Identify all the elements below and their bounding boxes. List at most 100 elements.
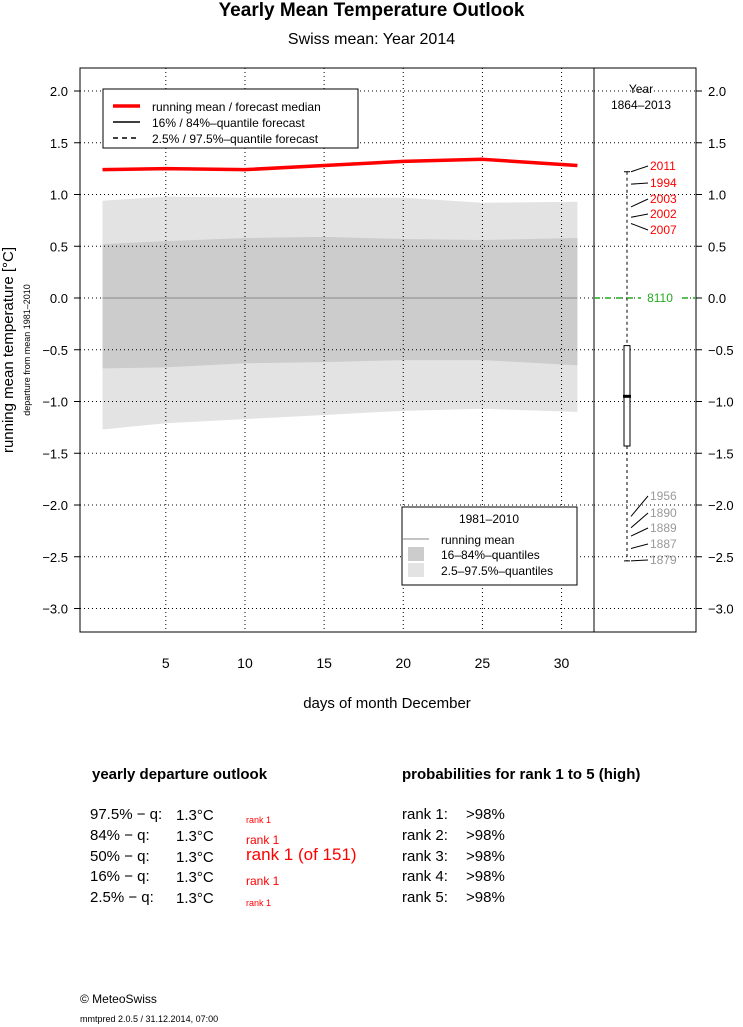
year-leader-line: [630, 543, 649, 549]
bottom-year-label: 1956: [650, 489, 677, 503]
bottom-year-label: 1879: [650, 553, 677, 567]
y-tick-label-left: 1.0: [50, 188, 68, 203]
y-tick-label-right: −1.5: [708, 446, 734, 461]
probability-rank-label: rank 2:: [402, 827, 448, 844]
outlook-rank: rank 1: [246, 898, 272, 908]
outlook-rank: rank 1: [246, 815, 272, 825]
top-year-label: 2011: [650, 159, 676, 173]
y-tick-label-left: −2.0: [42, 498, 68, 513]
top-year-label: 2007: [650, 223, 677, 237]
x-tick-label: 10: [237, 655, 253, 671]
outlook-quantile-label: 50% − q:: [90, 848, 150, 865]
legend-swatch-dark: [408, 547, 424, 561]
outlook-rank: rank 1: [246, 833, 280, 847]
band-16-84: [102, 236, 578, 369]
legend-top-box: [102, 88, 359, 149]
x-tick-label: 5: [162, 655, 170, 671]
y-axis-sublabel: departure from mean 1981–2010: [22, 284, 32, 416]
x-tick-label: 15: [316, 655, 332, 671]
side-panel-title: Year: [629, 82, 653, 96]
year-leader-line: [630, 527, 649, 537]
bottom-year-label: 1887: [650, 537, 677, 551]
y-tick-label-left: −1.5: [42, 446, 68, 461]
year-leader-line: [630, 223, 649, 231]
legend-bottom-label: running mean: [441, 533, 514, 547]
outlook-value: 1.3°C: [176, 828, 214, 845]
year-leader-line: [630, 559, 649, 562]
probability-value: >98%: [466, 868, 505, 885]
side-panel-frame: [593, 67, 697, 633]
x-axis-label: days of month December: [303, 695, 471, 712]
temperature-chart: 2.0 2.0 1.5 1.5 1.0 1.0 0.5 0.5 0.0 0.0 −0.5 −0.5 −1…: [0, 67, 734, 712]
year-leader-line: [630, 213, 649, 218]
y-tick-label-left: −2.5: [42, 550, 68, 565]
y-tick-label-right: 0.5: [708, 239, 726, 254]
outlook-value: 1.3°C: [176, 869, 214, 886]
x-tick-label: 30: [554, 655, 570, 671]
y-tick-label-right: −0.5: [708, 343, 734, 358]
probability-rank-label: rank 3:: [402, 848, 448, 865]
outlook-quantile-label: 16% − q:: [90, 868, 150, 885]
outlook-quantile-label: 84% − q:: [90, 827, 150, 844]
bottom-year-label: 1890: [650, 506, 677, 520]
legend-swatch-light: [408, 563, 424, 577]
legend-top-label: 2.5% / 97.5%–quantile forecast: [152, 132, 319, 146]
probability-rank-label: rank 1:: [402, 806, 448, 823]
probability-value: >98%: [466, 889, 505, 906]
outlook-rank: rank 1: [246, 874, 280, 888]
outlook-heading: yearly departure outlook: [92, 766, 268, 783]
probability-rank-label: rank 5:: [402, 889, 448, 906]
chart-title: Yearly Mean Temperature Outlook: [218, 0, 525, 21]
outlook-value: 1.3°C: [176, 807, 214, 824]
year-leader-line: [630, 495, 649, 517]
bottom-year-label: 1889: [650, 521, 677, 535]
year-leader-line: [630, 198, 649, 208]
outlook-quantile-label: 97.5% − q:: [90, 806, 163, 823]
count-label: 8110: [647, 291, 673, 305]
y-tick-label-left: 0.5: [50, 239, 68, 254]
y-tick-label-left: −0.5: [42, 343, 68, 358]
y-tick-label-right: −2.0: [708, 498, 734, 513]
legend-bottom-label: 2.5–97.5%–quantiles: [441, 564, 553, 578]
y-tick-label-left: 2.0: [50, 84, 68, 99]
y-tick-label-right: 2.0: [708, 84, 726, 99]
y-tick-label-left: −1.0: [42, 395, 68, 410]
outlook-rank: rank 1 (of 151): [246, 845, 357, 864]
outlook-value: 1.3°C: [176, 849, 214, 866]
side-panel-subtitle: 1864–2013: [611, 98, 671, 112]
probability-rank-label: rank 4:: [402, 868, 448, 885]
legend-top-label: running mean / forecast median: [152, 100, 321, 114]
x-tick-label: 25: [475, 655, 491, 671]
top-year-label: 1994: [650, 176, 677, 190]
y-tick-label-right: 0.0: [708, 291, 726, 306]
y-tick-label-right: −3.0: [708, 602, 734, 617]
top-year-label: 2003: [650, 192, 677, 206]
probability-value: >98%: [466, 806, 505, 823]
count-label-bg: [641, 290, 679, 305]
y-axis-label: running mean temperature [°C]: [0, 247, 17, 453]
y-tick-label-right: −1.0: [708, 395, 734, 410]
legend-bottom-box: [401, 506, 578, 586]
top-year-label: 2002: [650, 207, 677, 221]
outlook-value: 1.3°C: [176, 890, 214, 907]
legend-bottom-title: 1981–2010: [459, 512, 519, 526]
y-tick-label-left: 0.0: [50, 291, 68, 306]
y-tick-label-left: −3.0: [42, 602, 68, 617]
legend-bottom-label: 16–84%–quantiles: [441, 548, 540, 562]
outlook-quantile-label: 2.5% − q:: [90, 889, 154, 906]
copyright: © MeteoSwiss: [80, 992, 157, 1006]
version-info: mmtpred 2.0.5 / 31.12.2014, 07:00: [80, 1014, 219, 1024]
x-tick-label: 20: [395, 655, 411, 671]
probability-value: >98%: [466, 848, 505, 865]
probabilities-heading: probabilities for rank 1 to 5 (high): [402, 766, 641, 783]
y-tick-label-right: 1.5: [708, 136, 726, 151]
forecast-median-line: [102, 157, 578, 172]
chart-subtitle: Swiss mean: Year 2014: [287, 31, 456, 48]
y-tick-label-right: −2.5: [708, 550, 734, 565]
y-tick-label-left: 1.5: [50, 136, 68, 151]
y-tick-label-right: 1.0: [708, 188, 726, 203]
probability-value: >98%: [466, 827, 505, 844]
legend-top-label: 16% / 84%–quantile forecast: [152, 116, 305, 130]
year-leader-line: [630, 512, 649, 529]
year-leader-line: [630, 182, 649, 185]
